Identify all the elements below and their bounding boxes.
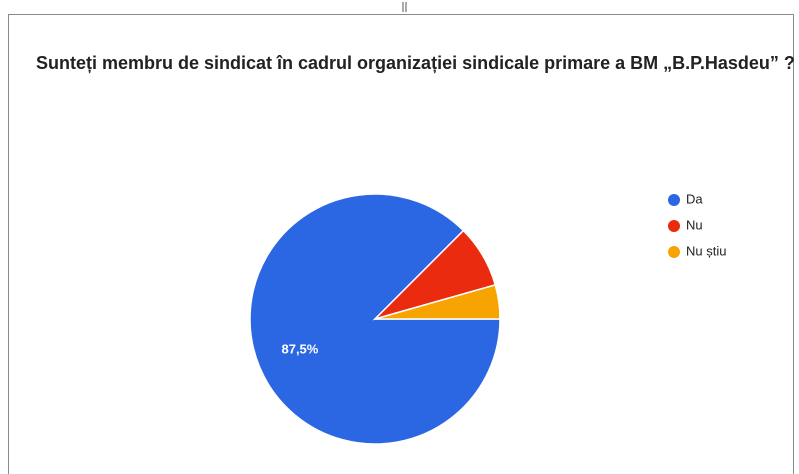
legend-swatch xyxy=(668,220,680,232)
data-label: 87,5% xyxy=(281,342,318,357)
legend-label: Nu xyxy=(686,217,703,232)
legend-swatch xyxy=(668,246,680,258)
pie-slice xyxy=(374,283,501,320)
legend-label: Nu știu xyxy=(686,243,726,258)
chart-title: Sunteți membru de sindicat în cadrul org… xyxy=(36,53,795,73)
chart: 87,5% Da Nu Nu știu xyxy=(249,2,726,445)
page: {"chart_data": {"type": "pie", "title": … xyxy=(8,2,795,474)
legend-label: Da xyxy=(686,191,703,206)
legend-swatch xyxy=(668,194,680,206)
